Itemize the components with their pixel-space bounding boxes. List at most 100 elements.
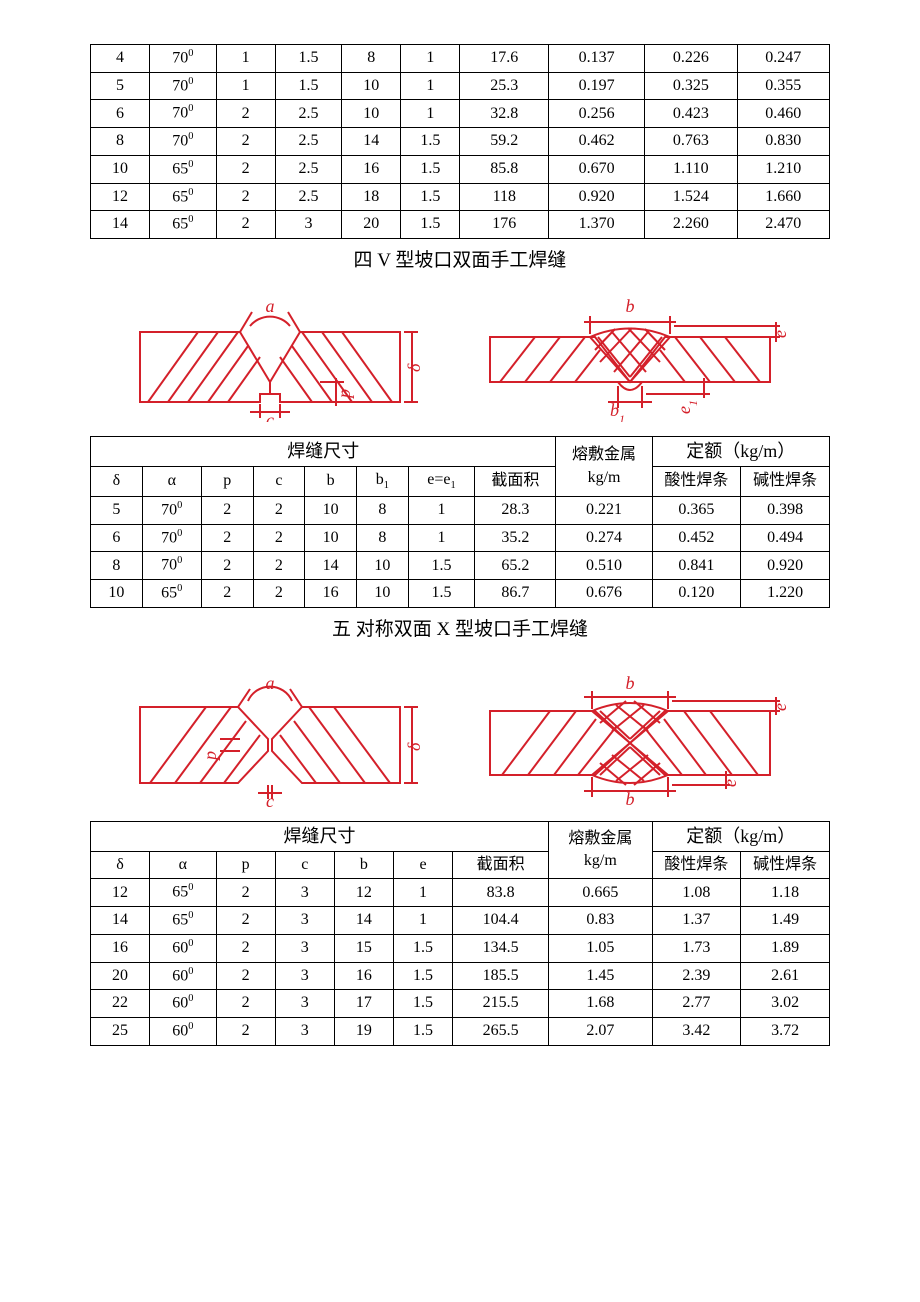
svg-text:e: e xyxy=(770,703,790,711)
cell: 0.197 xyxy=(549,72,645,100)
cell: 600 xyxy=(150,1018,217,1046)
svg-text:a: a xyxy=(266,296,275,316)
cell: 0.462 xyxy=(549,128,645,156)
cell: 1.110 xyxy=(645,155,737,183)
cell: 3 xyxy=(275,934,334,962)
cell: 5 xyxy=(91,72,150,100)
cell: 1 xyxy=(408,524,475,552)
cell: 2 xyxy=(216,962,275,990)
cell: 10 xyxy=(91,155,150,183)
cell: 59.2 xyxy=(460,128,549,156)
cell: 1.5 xyxy=(393,934,452,962)
cell: 2 xyxy=(201,580,253,608)
cell: 0.676 xyxy=(556,580,652,608)
cell: 1.5 xyxy=(393,990,452,1018)
cell: 8 xyxy=(342,45,401,73)
svg-text:c: c xyxy=(266,410,274,422)
cell: 2.61 xyxy=(741,962,830,990)
cell: 650 xyxy=(142,580,201,608)
cell: 2.470 xyxy=(737,211,829,239)
col-sub: p xyxy=(201,467,253,497)
cell: 1.89 xyxy=(741,934,830,962)
cell: 1.5 xyxy=(408,580,475,608)
table-section-5-body: 126502312183.80.6651.081.181465023141104… xyxy=(91,879,830,1045)
table-top-continuation: 470011.58117.60.1370.2260.247570011.5101… xyxy=(90,44,830,239)
section-4-diagrams: a δ p c xyxy=(90,282,830,422)
cell: 0.221 xyxy=(556,496,652,524)
cell: 650 xyxy=(150,155,217,183)
cell: 2.5 xyxy=(275,100,342,128)
cell: 1 xyxy=(216,72,275,100)
cell: 1 xyxy=(401,72,460,100)
table-section-4-body: 570022108128.30.2210.3650.39867002210813… xyxy=(91,496,830,607)
cell: 5 xyxy=(91,496,143,524)
col-sub: b xyxy=(334,852,393,879)
cell: 2 xyxy=(253,552,305,580)
cell: 1.08 xyxy=(652,879,741,907)
table-row: 1465023201.51761.3702.2602.470 xyxy=(91,211,830,239)
cell: 0.423 xyxy=(645,100,737,128)
cell: 1.220 xyxy=(741,580,830,608)
cell: 1.5 xyxy=(393,1018,452,1046)
svg-text:e: e xyxy=(720,779,740,787)
col-sub: 碱性焊条 xyxy=(741,852,830,879)
cell: 16 xyxy=(305,580,357,608)
cell: 0.452 xyxy=(652,524,741,552)
cell: 2.260 xyxy=(645,211,737,239)
cell: 0.365 xyxy=(652,496,741,524)
table-section-4-head: 焊缝尺寸 熔敷金属kg/m 定额（kg/m） δαpcbb1e=e1截面积酸性焊… xyxy=(91,437,830,497)
cell: 700 xyxy=(150,128,217,156)
table-row: 670022.510132.80.2560.4230.460 xyxy=(91,100,830,128)
cell: 1.68 xyxy=(549,990,652,1018)
table-row: 106502216101.586.70.6760.1201.220 xyxy=(91,580,830,608)
cell: 1.5 xyxy=(393,962,452,990)
cell: 16 xyxy=(334,962,393,990)
cell: 700 xyxy=(150,72,217,100)
cell: 3.02 xyxy=(741,990,830,1018)
cell: 0.83 xyxy=(549,907,652,935)
cell: 15 xyxy=(334,934,393,962)
cell: 0.670 xyxy=(549,155,645,183)
cell: 10 xyxy=(305,524,357,552)
svg-text:c: c xyxy=(266,791,274,807)
col-sub: α xyxy=(150,852,217,879)
cell: 14 xyxy=(91,907,150,935)
cell: 1.660 xyxy=(737,183,829,211)
table-section-5-head: 焊缝尺寸 熔敷金属kg/m 定额（kg/m） δαpcbe截面积酸性焊条碱性焊条 xyxy=(91,821,830,879)
cell: 0.841 xyxy=(652,552,741,580)
table-row: 2560023191.5265.52.073.423.72 xyxy=(91,1018,830,1046)
cell: 17.6 xyxy=(460,45,549,73)
cell: 10 xyxy=(356,580,408,608)
cell: 65.2 xyxy=(475,552,556,580)
table-row: 2260023171.5215.51.682.773.02 xyxy=(91,990,830,1018)
cell: 2 xyxy=(216,990,275,1018)
cell: 700 xyxy=(142,552,201,580)
cell: 86.7 xyxy=(475,580,556,608)
col-sub: 酸性焊条 xyxy=(652,852,741,879)
cell: 4 xyxy=(91,45,150,73)
cell: 10 xyxy=(305,496,357,524)
cell: 2.5 xyxy=(275,183,342,211)
cell: 1.73 xyxy=(652,934,741,962)
x-groove-right-diagram: b b e e xyxy=(480,667,800,807)
cell: 0.920 xyxy=(741,552,830,580)
cell: 1.49 xyxy=(741,907,830,935)
cell: 265.5 xyxy=(453,1018,549,1046)
cell: 0.665 xyxy=(549,879,652,907)
cell: 2 xyxy=(253,524,305,552)
table-row: 1065022.5161.585.80.6701.1101.210 xyxy=(91,155,830,183)
cell: 1 xyxy=(401,100,460,128)
svg-text:e1: e1 xyxy=(674,400,700,414)
cell: 8 xyxy=(91,128,150,156)
x-groove-left-diagram: a p δ c xyxy=(120,667,420,807)
col-sub: p xyxy=(216,852,275,879)
cell: 14 xyxy=(334,907,393,935)
cell: 0.355 xyxy=(737,72,829,100)
svg-text:δ: δ xyxy=(404,363,420,372)
col-sub: b1 xyxy=(356,467,408,497)
cell: 0.325 xyxy=(645,72,737,100)
cell: 104.4 xyxy=(453,907,549,935)
col-sub: 截面积 xyxy=(475,467,556,497)
cell: 700 xyxy=(142,524,201,552)
cell: 1.18 xyxy=(741,879,830,907)
